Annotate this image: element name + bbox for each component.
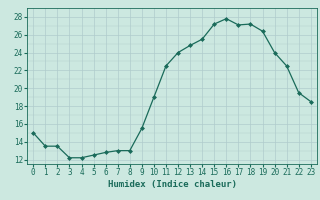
X-axis label: Humidex (Indice chaleur): Humidex (Indice chaleur) — [108, 180, 236, 189]
